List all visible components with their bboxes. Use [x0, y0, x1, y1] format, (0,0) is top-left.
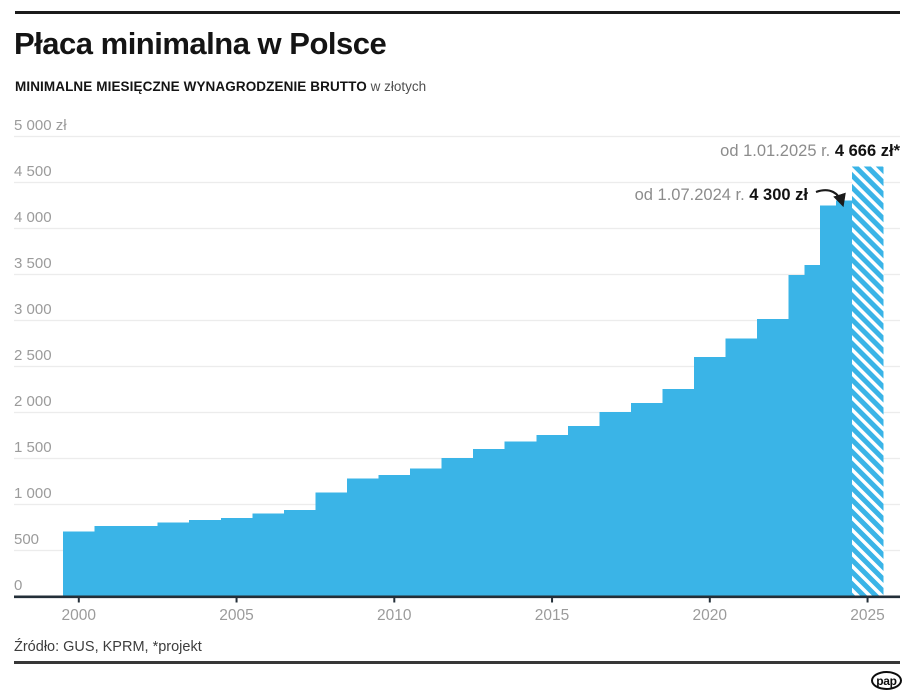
annotation-2025-date: od 1.01.2025 r.: [720, 142, 835, 160]
svg-text:1 500: 1 500: [14, 439, 52, 456]
source-note: Źródło: GUS, KPRM, *projekt: [14, 639, 202, 655]
gridlines: [14, 135, 900, 552]
bottom-rule: [14, 661, 900, 664]
svg-text:3 500: 3 500: [14, 255, 52, 272]
annotation-2025-value: 4 666 zł*: [834, 142, 900, 160]
svg-text:2015: 2015: [535, 607, 569, 624]
svg-text:5 000 zł: 5 000 zł: [14, 117, 67, 134]
svg-text:4 500: 4 500: [14, 163, 52, 180]
subtitle-unit: w złotych: [366, 79, 427, 94]
svg-text:2025: 2025: [850, 607, 884, 624]
subtitle-bold: MINIMALNE MIESIĘCZNE WYNAGRODZENIE BRUTT…: [15, 79, 367, 94]
svg-text:2020: 2020: [693, 607, 728, 624]
annotation-arrow: [815, 189, 846, 208]
axis-tick-labels: 0 500 1 000 1 500 2 000 2 500 3 000 3 500 4 000 4…: [14, 117, 885, 624]
svg-text:2 500: 2 500: [14, 347, 52, 364]
pap-logo: pap: [871, 671, 902, 690]
svg-text:4 000: 4 000: [14, 209, 52, 226]
svg-text:2005: 2005: [219, 607, 253, 624]
svg-text:2 000: 2 000: [14, 393, 52, 410]
annotation-2024-value: 4 300 zł: [749, 186, 808, 204]
svg-text:500: 500: [14, 531, 39, 548]
chart-subtitle: MINIMALNE MIESIĘCZNE WYNAGRODZENIE BRUTT…: [15, 79, 426, 94]
pap-logo-text: pap: [876, 674, 897, 688]
top-rule: [15, 11, 900, 14]
svg-text:3 000: 3 000: [14, 301, 52, 318]
annotation-2025: od 1.01.2025 r. 4 666 zł*: [720, 142, 900, 161]
page-title: Płaca minimalna w Polsce: [14, 26, 387, 61]
svg-text:2000: 2000: [62, 607, 97, 624]
annotation-2024-date: od 1.07.2024 r.: [634, 186, 750, 204]
svg-text:0: 0: [14, 577, 22, 594]
wage-bars: [63, 166, 884, 596]
svg-text:2010: 2010: [377, 607, 412, 624]
axes: [14, 595, 900, 603]
svg-text:1 000: 1 000: [14, 485, 52, 502]
annotation-2024: od 1.07.2024 r. 4 300 zł: [635, 186, 808, 205]
